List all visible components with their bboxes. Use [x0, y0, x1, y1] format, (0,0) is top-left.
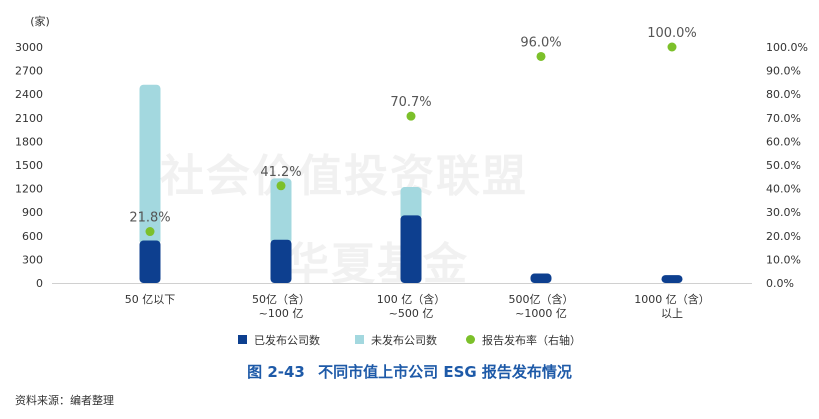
category-label: 50 亿以下	[125, 293, 176, 306]
rate-data-label: 96.0%	[520, 35, 561, 50]
category-label: 以上	[661, 307, 683, 320]
bar-unpublished	[139, 84, 161, 245]
bar-unpublished	[400, 187, 422, 220]
left-tick-label: 1800	[15, 135, 43, 148]
right-tick-label: 60.0%	[766, 135, 801, 148]
right-tick-label: 50.0%	[766, 159, 801, 172]
bar-published	[661, 275, 683, 283]
category-label: ~500 亿	[389, 307, 434, 320]
left-tick-label: 0	[36, 277, 43, 290]
rate-dot	[667, 42, 677, 52]
figure-caption: 图 2-43 不同市值上市公司 ESG 报告发布情况	[0, 361, 819, 382]
left-tick-label: 1500	[15, 159, 43, 172]
legend-swatch	[355, 335, 364, 344]
category-labels: 50 亿以下 50亿（含）~100 亿 100 亿（含）~500 亿 500亿（含）~…	[125, 292, 710, 320]
rate-data-label: 41.2%	[260, 165, 301, 180]
right-tick-label: 0.0%	[766, 277, 794, 290]
legend: 已发布公司数 未发布公司数 报告发布率（右轴）	[238, 333, 581, 347]
left-tick-label: 3000	[15, 41, 43, 54]
category-label: ~100 亿	[259, 307, 304, 320]
right-tick-label: 30.0%	[766, 206, 801, 219]
left-axis-unit: (家)	[30, 14, 50, 28]
watermark-line-1: 社会价值投资联盟	[160, 151, 528, 202]
category-label: 100 亿（含）	[377, 292, 446, 306]
bars	[52, 84, 752, 284]
legend-label: 未发布公司数	[371, 333, 437, 347]
legend-label: 报告发布率（右轴）	[482, 333, 581, 347]
category-label: 500亿（含）	[509, 292, 574, 306]
category-label: 50亿（含）	[252, 292, 310, 306]
category-label: 1000 亿（含）	[634, 292, 710, 306]
bar-unpublished	[270, 178, 292, 244]
bar-published	[139, 240, 161, 283]
right-tick-label: 80.0%	[766, 88, 801, 101]
left-tick-label: 2700	[15, 65, 43, 78]
bar-published	[270, 239, 292, 283]
rate-dot	[406, 111, 416, 121]
right-tick-label: 70.0%	[766, 112, 801, 125]
watermark-line-2: 华夏基金	[285, 239, 469, 290]
bar-published	[400, 215, 422, 283]
bar-published	[530, 273, 552, 283]
category-label: ~1000 亿	[515, 307, 567, 320]
right-tick-label: 40.0%	[766, 183, 801, 196]
right-axis: 0.0% 10.0% 20.0% 30.0% 40.0% 50.0% 60.0% 70.0% 8…	[766, 41, 808, 290]
rate-data-label: 21.8%	[129, 211, 170, 226]
rate-dots: 21.8% 41.2% 70.7% 96.0% 100.0%	[129, 26, 697, 237]
rate-data-label: 70.7%	[390, 95, 431, 110]
left-tick-label: 1200	[15, 183, 43, 196]
rate-data-label: 100.0%	[647, 26, 697, 41]
legend-swatch	[238, 335, 247, 344]
left-tick-label: 300	[22, 253, 43, 266]
figure-title: 不同市值上市公司 ESG 报告发布情况	[318, 363, 572, 381]
rate-dot	[145, 227, 155, 237]
legend-label: 已发布公司数	[254, 333, 320, 347]
right-tick-label: 10.0%	[766, 253, 801, 266]
left-tick-label: 2400	[15, 88, 43, 101]
left-tick-label: 900	[22, 206, 43, 219]
left-axis: (家) 0 300 600 900 1200 1500 1800 2100 2400 2700 300…	[15, 14, 50, 290]
rate-dot	[536, 51, 546, 61]
left-tick-label: 2100	[15, 112, 43, 125]
figure-number: 图 2-43	[247, 363, 305, 381]
rate-dot	[276, 181, 286, 191]
right-tick-label: 100.0%	[766, 41, 808, 54]
source-note: 资料来源：编者整理	[15, 394, 114, 407]
left-tick-label: 600	[22, 230, 43, 243]
legend-swatch	[466, 335, 475, 344]
right-tick-label: 20.0%	[766, 230, 801, 243]
right-tick-label: 90.0%	[766, 65, 801, 78]
